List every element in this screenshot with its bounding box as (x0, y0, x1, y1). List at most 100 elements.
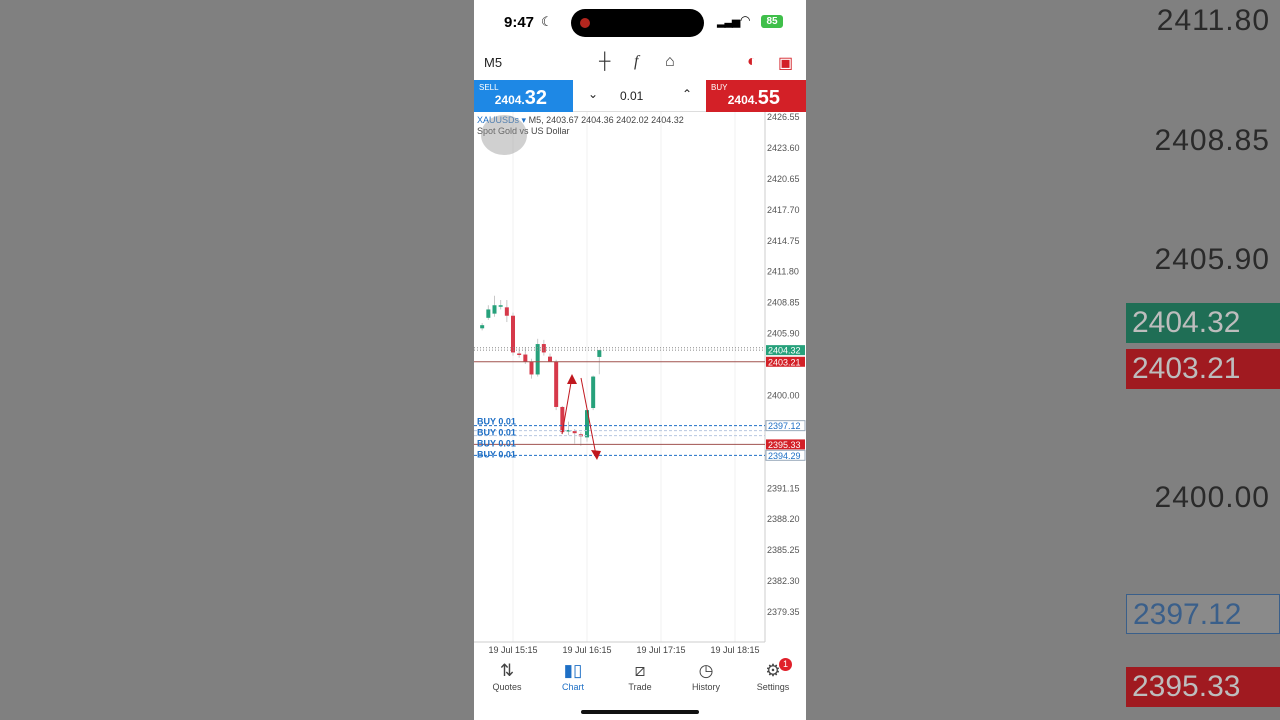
nav-label: Quotes (492, 682, 522, 692)
home-indicator[interactable] (581, 710, 699, 714)
status-bar: 9:47 ☾ ▂▃▅ ◠ 85 (474, 0, 806, 44)
nav-chart[interactable]: ▮▯ Chart (540, 660, 606, 692)
sell-price-big: 32 (524, 87, 547, 109)
candle-body (597, 350, 602, 357)
y-tick-label: 2426.55 (767, 112, 800, 122)
nav-label: Trade (628, 682, 652, 692)
volume-decrease-button[interactable]: ⌄ (588, 87, 599, 101)
order-label: BUY 0.01 (477, 439, 516, 449)
candle-body (535, 344, 540, 375)
bg-price: 2400.00 (1154, 481, 1270, 514)
account-icon[interactable]: ◐ (747, 53, 757, 70)
nav-settings[interactable]: ⚙ Settings 1 (740, 658, 806, 692)
settings-icon: ⚙ (765, 661, 781, 680)
candle-body (480, 325, 485, 329)
touch-indicator (481, 115, 527, 155)
price-tag-label: 2394.29 (768, 451, 801, 461)
y-tick-label: 2385.25 (767, 545, 800, 555)
trade-icon: ⧄ (634, 661, 646, 680)
quotes-icon: ⇅ (499, 661, 515, 680)
arrow-head-icon (591, 450, 601, 460)
y-tick-label: 2388.20 (767, 514, 800, 524)
drawn-arrow-down (580, 377, 597, 456)
candle-body (548, 356, 552, 362)
objects-icon[interactable]: ⌂ (665, 53, 675, 70)
blurred-background-left (0, 0, 474, 720)
y-tick-label: 2408.85 (767, 298, 800, 308)
one-click-trading-icon[interactable]: ▣ (778, 55, 794, 72)
candle-body (591, 376, 596, 409)
price-tag (766, 345, 805, 356)
price-tag (766, 356, 805, 367)
y-tick-label: 2414.75 (767, 236, 800, 246)
bg-tag: 2397.12 (1126, 594, 1280, 634)
bg-tag: 2395.33 (1126, 667, 1280, 707)
bg-price: 2411.80 (1156, 4, 1270, 37)
candle-body (511, 315, 515, 353)
sell-price: 2404. (494, 93, 525, 107)
order-label: BUY 0.01 (477, 428, 516, 438)
chart-toolbar: M5 ┼ f ⌂ ◐ ▣ (474, 48, 806, 78)
timeframe-button[interactable]: M5 (484, 55, 503, 70)
y-tick-label: 2417.70 (767, 205, 800, 215)
ohlc-values: M5, 2403.67 2404.36 2402.02 2404.32 (528, 115, 684, 125)
bg-tag: 2404.32 (1126, 303, 1280, 343)
phone-screen: 9:47 ☾ ▂▃▅ ◠ 85 M5 ┼ f ⌂ ◐ ▣ SELL 2404.3… (474, 0, 806, 720)
one-click-trade-panel: SELL 2404.32 ⌄ 0.01 ⌃ BUY 2404.55 (474, 80, 806, 112)
chart-info: XAUUSDs ▾ M5, 2403.67 2404.36 2402.02 24… (477, 115, 684, 137)
nav-label: History (691, 682, 720, 692)
price-tag-label: 2403.21 (768, 357, 801, 367)
nav-quotes[interactable]: ⇅ Quotes (474, 660, 540, 692)
buy-price: 2404. (727, 93, 758, 107)
candle-body (560, 406, 565, 433)
dynamic-island (571, 9, 704, 37)
y-tick-label: 2400.00 (767, 390, 800, 400)
order-label: BUY 0.01 (477, 417, 516, 427)
y-tick-label: 2420.65 (767, 174, 800, 184)
sell-label: SELL (479, 83, 499, 92)
volume-input[interactable]: 0.01 (620, 89, 644, 103)
candle-body (517, 353, 522, 355)
candle-body (523, 354, 528, 362)
y-tick-label: 2405.90 (767, 329, 800, 339)
volume-increase-button[interactable]: ⌃ (682, 87, 693, 101)
sell-button[interactable]: SELL 2404.32 (474, 80, 573, 112)
candle-body (554, 361, 559, 407)
x-tick-label: 19 Jul 16:15 (562, 645, 611, 655)
nav-history[interactable]: ◷ History (673, 660, 739, 692)
price-tag-label: 2395.33 (768, 440, 801, 450)
candle-body (585, 410, 589, 438)
y-tick-label: 2391.15 (767, 483, 800, 493)
wifi-icon: ◠ (740, 13, 751, 27)
x-tick-label: 19 Jul 17:15 (636, 645, 685, 655)
price-chart[interactable]: 19 Jul 15:15 19 Jul 16:15 19 Jul 17:15 19 J… (474, 112, 806, 660)
nav-trade[interactable]: ⧄ Trade (607, 660, 673, 692)
candle-body (498, 305, 503, 307)
blurred-background-right: 2411.80 2408.85 2405.90 2400.00 2404.32 … (806, 0, 1280, 720)
drawn-arrow-up (561, 376, 573, 435)
candle-body (529, 361, 534, 375)
order-label: BUY 0.01 (477, 450, 516, 460)
battery-icon: 85 (761, 15, 783, 28)
x-tick-label: 19 Jul 15:15 (488, 645, 537, 655)
candle-body (572, 431, 577, 434)
bg-price: 2405.90 (1154, 243, 1270, 276)
candle-body (492, 305, 497, 314)
buy-button[interactable]: BUY 2404.55 (706, 80, 806, 112)
symbol-name[interactable]: XAUUSDs (477, 115, 520, 125)
price-tag (766, 439, 805, 450)
price-tag-label: 2404.32 (768, 346, 801, 356)
price-tag (765, 449, 806, 461)
crosshair-icon[interactable]: ┼ (599, 53, 611, 70)
chart-icon: ▮▯ (563, 661, 583, 680)
price-tag (765, 420, 806, 432)
symbol-dropdown-icon[interactable]: ▾ (521, 115, 527, 125)
buy-label: BUY (711, 83, 728, 92)
y-tick-label: 2411.80 (767, 267, 799, 277)
function-icon[interactable]: f (634, 53, 639, 70)
arrow-head-icon (567, 374, 577, 384)
candle-body (504, 307, 509, 316)
clock: 9:47 (504, 14, 535, 31)
nav-label: Chart (561, 682, 584, 692)
bg-price: 2408.85 (1154, 124, 1270, 157)
